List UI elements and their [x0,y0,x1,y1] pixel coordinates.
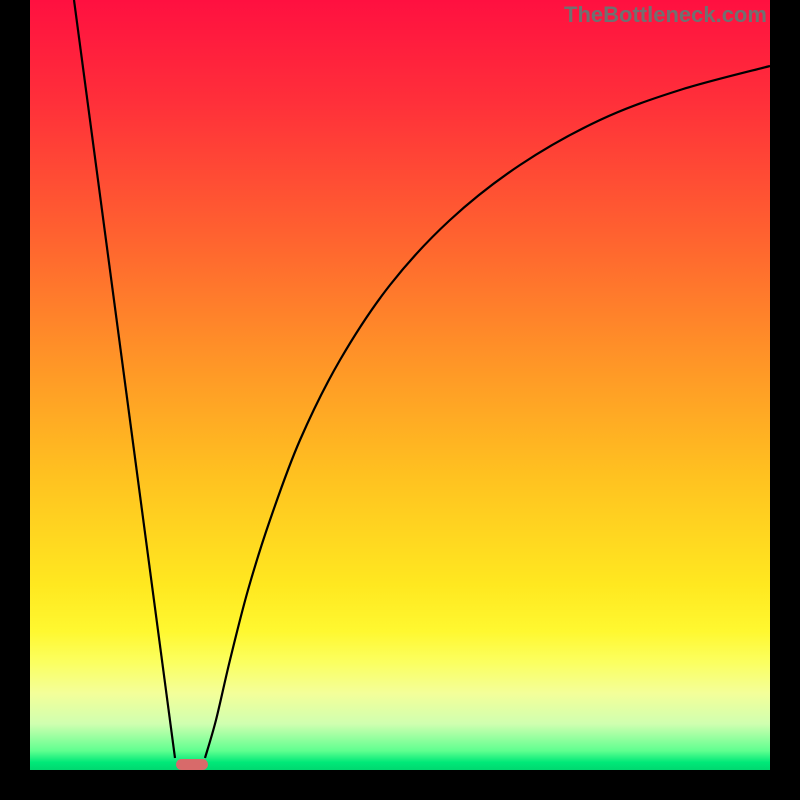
plot-background [30,0,770,770]
optimum-marker [176,759,208,770]
watermark-text: TheBottleneck.com [564,2,767,28]
chart-container: TheBottleneck.com [0,0,800,800]
bottleneck-curve-chart [0,0,800,800]
